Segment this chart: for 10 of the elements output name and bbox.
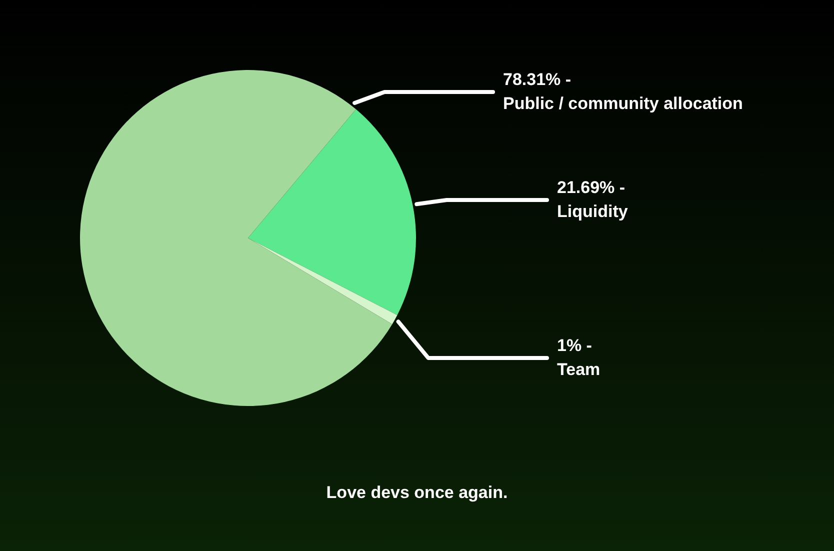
text: Love devs once again. (326, 483, 508, 502)
data-label: 1% - (557, 336, 592, 355)
pie-slice (248, 238, 398, 324)
slice-label: Public / community allocation (503, 94, 743, 113)
data-label: 21.69% - (557, 178, 626, 197)
pie-slice (80, 70, 392, 406)
slice-label: Team (557, 360, 600, 379)
data-label: 78.31% - (503, 70, 572, 89)
pie-slice (248, 109, 416, 316)
slice-label: Liquidity (557, 202, 628, 221)
